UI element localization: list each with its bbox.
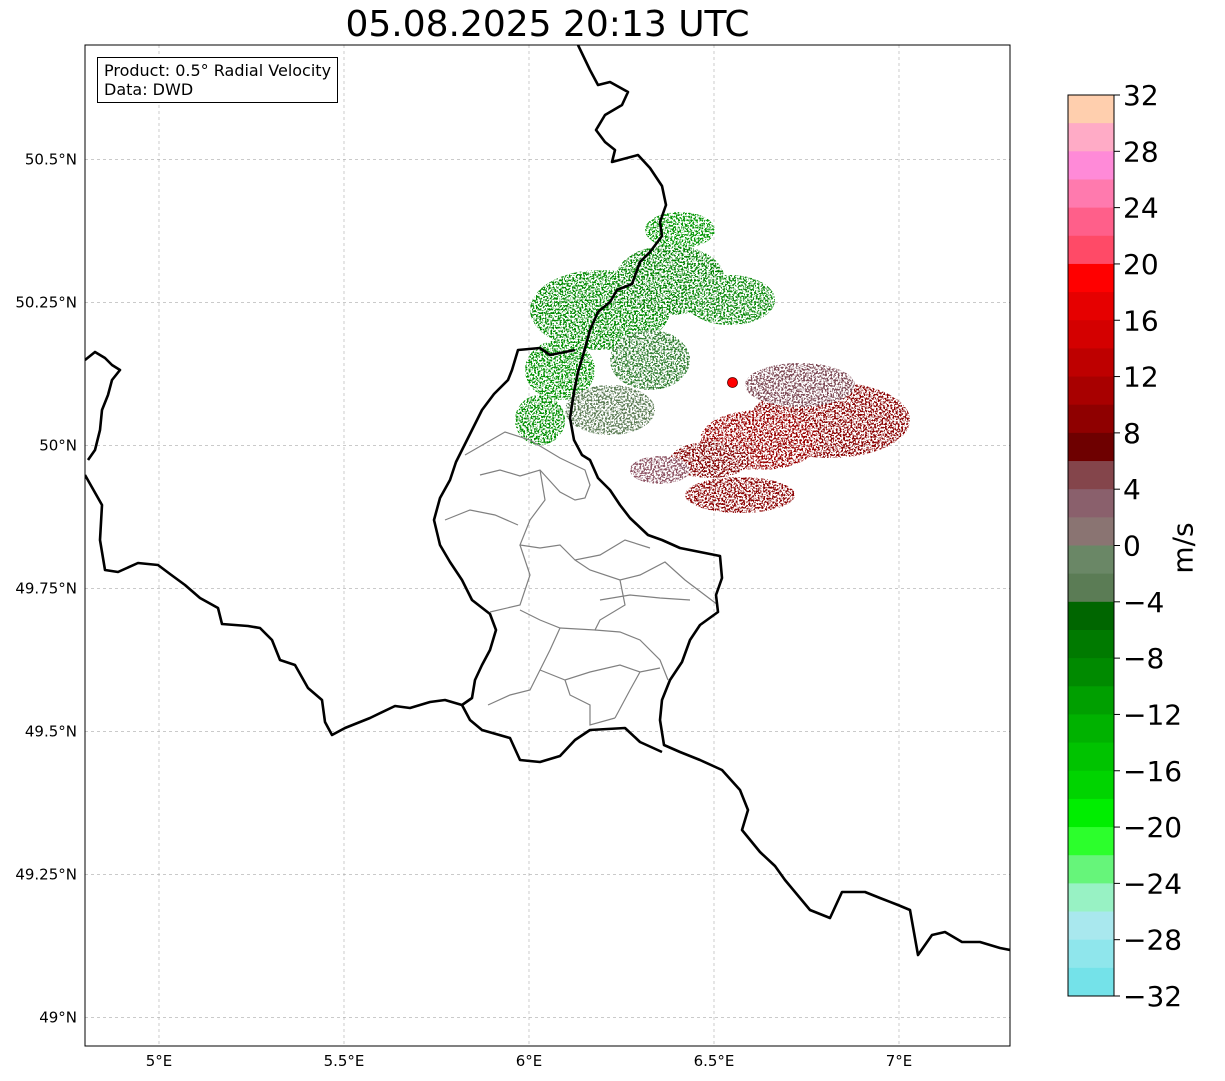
colorbar-tick-label: −28 <box>1123 924 1182 957</box>
colorbar-segment <box>1068 348 1114 378</box>
colorbar-segment <box>1068 376 1114 406</box>
lat-tick-label: 49.5°N <box>25 722 77 740</box>
lat-tick-label: 50.5°N <box>25 150 77 168</box>
colorbar-segment <box>1068 742 1114 772</box>
colorbar-segment <box>1068 827 1114 856</box>
colorbar-unit-label: m/s <box>1166 522 1200 574</box>
colorbar-tick-label: −24 <box>1123 867 1182 900</box>
colorbar-tick-label: −12 <box>1123 698 1182 731</box>
latitude-labels: 50.5°N 50.25°N 50°N 49.75°N 49.5°N 49.25°N 49°… <box>15 150 77 1026</box>
colorbar-segment <box>1068 855 1114 884</box>
colorbar-segment <box>1068 461 1114 490</box>
colorbar-segment <box>1068 573 1114 603</box>
colorbar-segment <box>1068 489 1114 518</box>
colorbar-segment <box>1068 263 1114 293</box>
colorbar-segment <box>1068 601 1114 631</box>
colorbar-segment <box>1068 432 1114 462</box>
colorbar-tick-label: 28 <box>1123 135 1159 168</box>
lon-tick-label: 5°E <box>146 1052 173 1070</box>
map-frame <box>85 45 1010 1046</box>
data-source-label: Data: DWD <box>104 80 194 99</box>
colorbar-segment <box>1068 545 1114 575</box>
colorbar-segment <box>1068 95 1114 124</box>
colorbar-segment <box>1068 939 1114 969</box>
lat-tick-label: 49°N <box>39 1008 77 1026</box>
colorbar-segment <box>1068 320 1114 349</box>
colorbar-segment <box>1068 123 1114 152</box>
product-label: Product: 0.5° Radial Velocity <box>104 61 332 80</box>
colorbar-tick-label: 12 <box>1123 361 1159 394</box>
colorbar-segment <box>1068 517 1114 546</box>
longitude-labels: 5°E 5.5°E 6°E 6.5°E 7°E <box>146 1052 913 1070</box>
lon-tick-label: 7°E <box>886 1052 913 1070</box>
internal-borders <box>444 431 719 726</box>
colorbar-ticks: 32 28 24 20 16 12 8 4 0 −4 −8 −12 −16 −20 −24 −28 −32 <box>1114 79 1182 1013</box>
colorbar-tick-label: 16 <box>1123 304 1159 337</box>
lon-tick-label: 5.5°E <box>324 1052 365 1070</box>
colorbar <box>1067 94 1115 997</box>
colorbar-segment <box>1068 292 1114 321</box>
colorbar-segment <box>1068 235 1114 265</box>
colorbar-tick-label: −8 <box>1123 642 1164 675</box>
colorbar-segment <box>1068 714 1114 744</box>
colorbar-segment <box>1068 207 1114 237</box>
colorbar-segment <box>1068 911 1114 941</box>
colorbar-segment <box>1068 798 1114 828</box>
colorbar-tick-label: 4 <box>1123 473 1141 506</box>
colorbar-tick-label: −16 <box>1123 755 1182 788</box>
colorbar-tick-label: −32 <box>1123 980 1182 1013</box>
colorbar-tick-label: 32 <box>1123 79 1159 112</box>
radar-echoes <box>515 212 910 513</box>
gridlines <box>85 45 1010 1046</box>
colorbar-segment <box>1068 686 1114 715</box>
colorbar-tick-label: 24 <box>1123 192 1159 225</box>
colorbar-segment <box>1068 629 1114 659</box>
lat-tick-label: 49.25°N <box>15 865 77 883</box>
colorbar-segment <box>1068 883 1114 913</box>
colorbar-segment <box>1068 658 1114 687</box>
lat-tick-label: 50°N <box>39 436 77 454</box>
lon-tick-label: 6.5°E <box>694 1052 735 1070</box>
colorbar-tick-label: 20 <box>1123 248 1159 281</box>
lon-tick-label: 6°E <box>516 1052 543 1070</box>
info-box: Product: 0.5° Radial Velocity Data: DWD <box>97 57 339 103</box>
colorbar-segment <box>1068 179 1114 209</box>
radar-site-marker <box>727 377 738 388</box>
colorbar-segment <box>1068 967 1114 997</box>
lat-tick-label: 50.25°N <box>15 293 77 311</box>
colorbar-tick-label: −20 <box>1123 811 1182 844</box>
lat-tick-label: 49.75°N <box>15 579 77 597</box>
colorbar-tick-label: 0 <box>1123 530 1141 563</box>
colorbar-segment <box>1068 151 1114 180</box>
national-borders <box>85 45 1010 957</box>
colorbar-segment <box>1068 404 1114 434</box>
colorbar-segment <box>1068 770 1114 800</box>
map-title: 05.08.2025 20:13 UTC <box>345 4 750 45</box>
colorbar-tick-label: 8 <box>1123 417 1141 450</box>
colorbar-tick-label: −4 <box>1123 586 1164 619</box>
